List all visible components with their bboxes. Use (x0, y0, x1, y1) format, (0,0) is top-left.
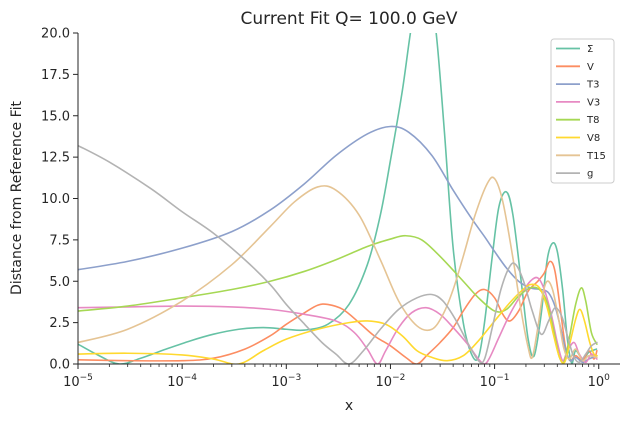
legend-label-3: V3 (587, 97, 600, 108)
x-tick-label: 10−5 (63, 373, 93, 390)
y-ticks: 0.0 2.5 5.0 7.5 10.0 12.5 15.0 17.5 20.0 (41, 27, 78, 373)
series-line-0 (78, 33, 598, 364)
series-line-6 (78, 176, 598, 362)
series-line-4 (78, 234, 598, 364)
legend-label-7: g (587, 169, 593, 180)
y-tick-label: 0.0 (49, 358, 70, 373)
series-line-2 (78, 125, 598, 364)
x-tick-label: 10−2 (376, 373, 406, 390)
y-tick-label: 20.0 (41, 27, 70, 42)
legend-label-6: T15 (586, 151, 606, 162)
chart-title: Current Fit Q= 100.0 GeV (241, 9, 458, 29)
legend-label-5: V8 (587, 133, 600, 144)
legend-label-2: T3 (586, 80, 599, 91)
x-tick-label: 100 (588, 373, 611, 390)
y-tick-label: 10.0 (41, 192, 70, 207)
legend: ΣV T3 V3 T8 V8 T15 g (550, 38, 615, 184)
series-layer (78, 33, 598, 364)
y-tick-label: 5.0 (49, 275, 70, 290)
y-tick-label: 17.5 (41, 68, 70, 83)
y-tick-label: 7.5 (49, 233, 70, 248)
x-ticks: 10−5 10−4 10−3 10−2 10−1 100 (63, 364, 610, 390)
x-tick-label: 10−1 (480, 373, 510, 390)
x-tick-label: 10−3 (271, 373, 301, 390)
series-line-3 (78, 276, 598, 364)
series-line-5 (78, 283, 598, 364)
y-tick-label: 12.5 (41, 151, 70, 166)
legend-label-0: Σ (587, 44, 593, 55)
series-line-7 (78, 144, 598, 364)
legend-label-1: V (587, 62, 594, 73)
series-line-1 (78, 260, 598, 364)
legend-frame (550, 38, 615, 184)
y-tick-label: 2.5 (49, 316, 70, 331)
x-tick-label: 10−4 (167, 373, 197, 390)
x-axis-label: x (345, 398, 353, 414)
y-tick-label: 15.0 (41, 109, 70, 124)
y-axis-label: Distance from Reference Fit (9, 100, 25, 295)
legend-label-4: T8 (586, 115, 599, 126)
